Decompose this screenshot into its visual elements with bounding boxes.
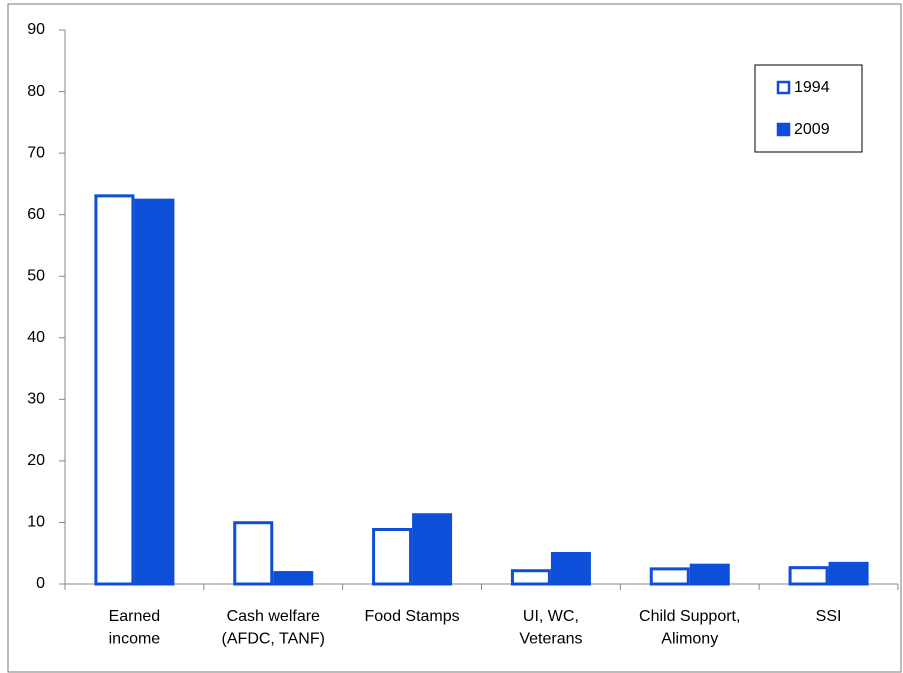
bar <box>412 513 453 586</box>
y-tick-label: 60 <box>27 206 45 223</box>
x-tick-label: SSI <box>816 608 842 625</box>
x-tick-label: Cash welfare (AFDC, TANF) <box>222 608 325 647</box>
bar <box>94 194 135 586</box>
x-tick-label: Child Support, Alimony <box>639 608 740 647</box>
y-tick-label: 40 <box>27 329 45 346</box>
y-tick-label: 50 <box>27 267 45 284</box>
legend-label: 2009 <box>794 121 830 138</box>
bar <box>649 567 690 586</box>
chart-border <box>7 3 902 673</box>
y-tick-label: 80 <box>27 83 45 100</box>
x-tick-label: UI, WC, Veterans <box>519 608 582 647</box>
y-tick-label: 10 <box>27 514 45 531</box>
y-tick-label: 90 <box>27 21 45 38</box>
legend-box <box>754 64 863 153</box>
bar <box>233 521 274 586</box>
bar <box>273 571 314 586</box>
bar <box>372 527 413 586</box>
bar <box>510 569 551 586</box>
y-tick-label: 70 <box>27 144 45 161</box>
bar <box>134 198 175 586</box>
y-tick-label: 20 <box>27 452 45 469</box>
y-tick-label: 30 <box>27 391 45 408</box>
bar <box>689 563 730 586</box>
bar <box>550 551 591 586</box>
bar <box>828 561 869 586</box>
bar <box>788 566 829 586</box>
x-tick-label: Earned income <box>109 608 161 647</box>
y-tick-label: 0 <box>36 575 45 592</box>
legend-swatch <box>776 122 791 137</box>
x-tick-label: Food Stamps <box>365 608 460 625</box>
legend-label: 1994 <box>794 79 830 96</box>
legend-swatch <box>776 80 791 95</box>
